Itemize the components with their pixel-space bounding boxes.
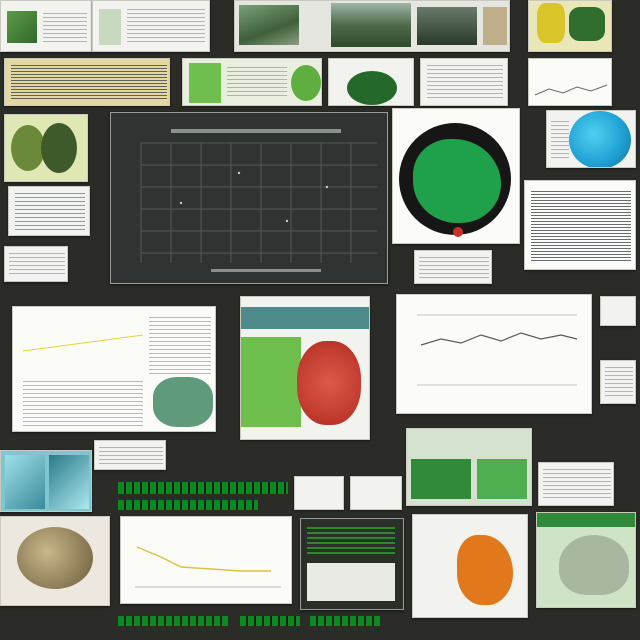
poster-plant (328, 58, 414, 106)
landscape-photo (417, 7, 477, 45)
headline-strip (118, 500, 258, 510)
poster-note (414, 250, 492, 284)
poster-note-2 (94, 440, 166, 470)
poster-top-center-left (92, 0, 210, 52)
line-chart-icon (135, 546, 281, 588)
poster-strip-2 (294, 476, 344, 510)
poster-red-flower (240, 296, 370, 440)
landscape-photo (331, 3, 411, 47)
banner-green (182, 58, 322, 106)
poster-small-right-2 (600, 360, 636, 404)
poster-line-graph-center (396, 294, 592, 414)
poster-top-right (528, 0, 612, 52)
poster-top-left (0, 0, 92, 52)
poster-right-bottom (536, 512, 636, 608)
poster-dark-text (300, 518, 404, 610)
main-grid-chart (110, 112, 388, 284)
poster-strip-3 (350, 476, 402, 510)
footer-strip (118, 616, 228, 626)
poster-chart-small (528, 58, 612, 106)
poster-small-right (600, 296, 636, 326)
poster-table (8, 186, 90, 236)
poster-top-photos (234, 0, 510, 52)
poster-green-window (406, 428, 532, 506)
poster-report (524, 180, 636, 270)
poster-text (420, 58, 508, 106)
line-chart-icon (417, 314, 578, 386)
photo-thumbnail (7, 11, 37, 43)
footer-strip (310, 616, 380, 626)
globe-icon (569, 111, 631, 167)
grid-chart-icon (140, 129, 377, 272)
poster-strip (4, 246, 68, 282)
landscape-photo (239, 5, 299, 45)
poster-green-blob (392, 108, 520, 244)
poster-photo-cyan (0, 450, 92, 512)
poster-line-graph-left (12, 306, 216, 432)
line-chart-icon (22, 334, 144, 352)
poster-melon (4, 114, 88, 182)
poster-globe (546, 110, 636, 168)
banner-gold (4, 58, 170, 106)
footer-strip (240, 616, 300, 626)
line-chart-icon (534, 84, 608, 96)
poster-right-lower (538, 462, 614, 506)
poster-stone (0, 516, 110, 606)
headline-strip (118, 482, 288, 494)
poster-small-line (120, 516, 292, 604)
poster-orange-blob (412, 514, 528, 618)
